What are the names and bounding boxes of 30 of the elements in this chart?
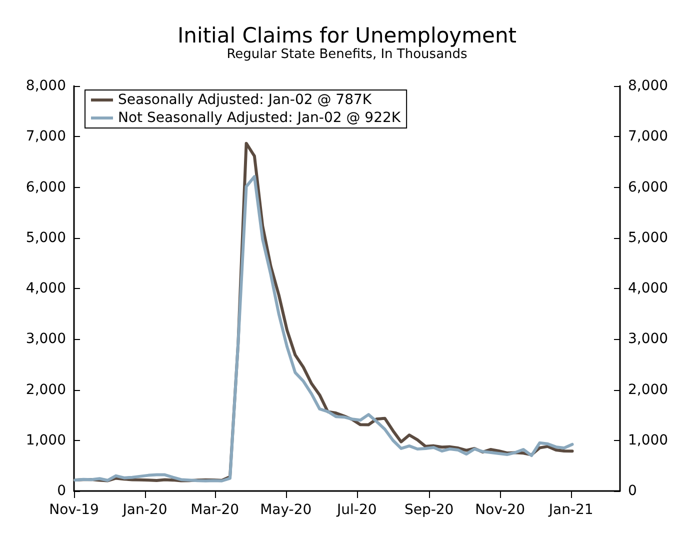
y-tick-label: 2,000 — [26, 382, 66, 398]
y2-tick-label: 3,000 — [628, 331, 668, 348]
x-tick-label: Nov-20 — [475, 502, 526, 518]
y2-tick-label: 0 — [628, 483, 637, 499]
y2-tick-label: 2,000 — [628, 382, 668, 398]
x-tick-label: Jul-20 — [336, 502, 377, 518]
y2-tick-label: 4,000 — [628, 280, 668, 296]
y-tick-label: 7,000 — [26, 128, 66, 145]
y-tick-label: 8,000 — [26, 78, 66, 94]
x-tick-label: Sep-20 — [404, 502, 454, 518]
y2-tick-label: 6,000 — [628, 179, 668, 196]
legend-label: Seasonally Adjusted: Jan-02 @ 787K — [118, 92, 372, 108]
y-tick-label: 3,000 — [26, 331, 66, 348]
y2-tick-label: 7,000 — [628, 128, 668, 145]
x-tick-label: Jan-21 — [548, 502, 594, 518]
chart-title: Initial Claims for Unemployment — [177, 24, 517, 48]
y2-tick-label: 1,000 — [628, 432, 668, 448]
y2-tick-label: 5,000 — [628, 230, 668, 246]
legend-label: Not Seasonally Adjusted: Jan-02 @ 922K — [118, 110, 402, 126]
x-tick-label: Nov-19 — [49, 502, 99, 518]
y-tick-label: 6,000 — [26, 179, 66, 196]
y-tick-label: 4,000 — [26, 280, 66, 296]
y2-tick-label: 8,000 — [628, 78, 668, 94]
y-tick-label: 5,000 — [26, 230, 66, 246]
x-tick-label: Jan-20 — [122, 502, 168, 518]
x-tick-label: May-20 — [260, 502, 312, 518]
y-tick-label: 1,000 — [26, 432, 66, 448]
chart-subtitle: Regular State Benefits, In Thousands — [226, 47, 468, 62]
x-tick-label: Mar-20 — [190, 502, 240, 518]
y-tick-label: 0 — [57, 483, 66, 499]
